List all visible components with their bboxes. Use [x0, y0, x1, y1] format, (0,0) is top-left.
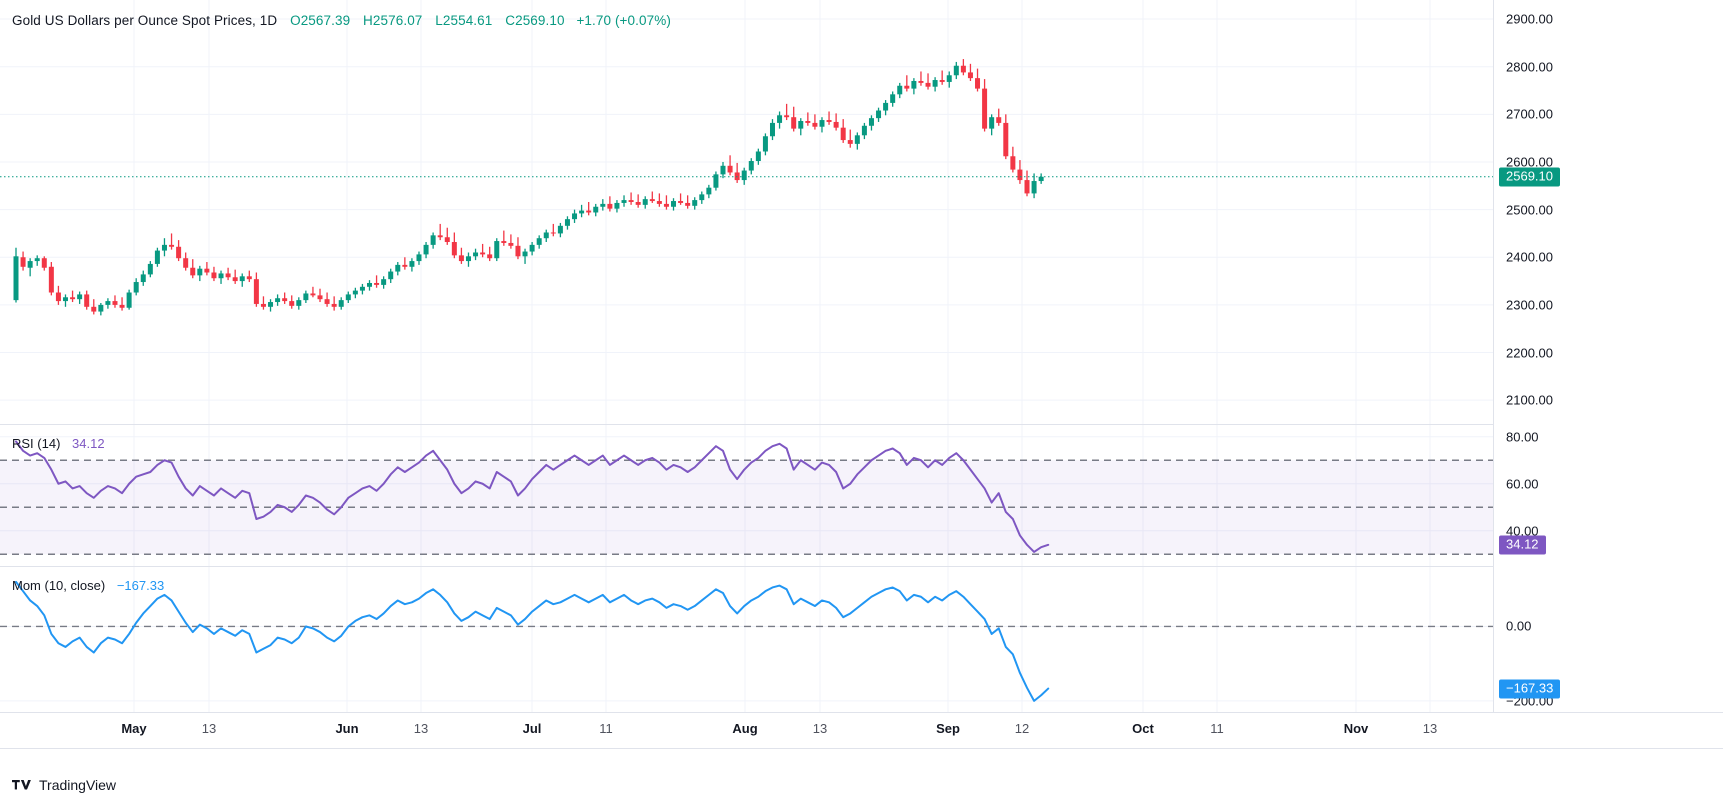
high-key: H: [363, 13, 373, 28]
momentum-indicator-title[interactable]: Mom (10, close) −167.33: [12, 578, 164, 593]
time-scale[interactable]: May 13 Jun 13 Jul 11 Aug 13 Sep 12 Oct 11 Nov 13: [0, 713, 1723, 748]
time-axis-label-12: 12: [1014, 721, 1030, 736]
momentum-current-value: −167.33: [116, 578, 165, 593]
time-axis-label-oct: Oct: [1132, 721, 1154, 736]
open-value: 2567.39: [300, 13, 351, 28]
symbol-title[interactable]: Gold US Dollars per Ounce Spot Prices, 1…: [12, 13, 278, 28]
time-axis-label-sep: Sep: [936, 721, 960, 736]
time-axis-label-13: 13: [413, 721, 429, 736]
time-axis-label-11: 11: [1210, 721, 1224, 736]
close-key: C: [505, 13, 516, 28]
price-scale[interactable]: 2900.00 2800.00 2700.00 2600.00 2500.00 2400.…: [1493, 0, 1723, 712]
chart-legend[interactable]: Gold US Dollars per Ounce Spot Prices, 1…: [12, 13, 671, 28]
price-axis-label-2500: 2500.00: [1506, 202, 1553, 218]
last-price-badge[interactable]: 2569.10: [1499, 167, 1560, 187]
rsi-indicator-title[interactable]: RSI (14) 34.12: [12, 436, 105, 451]
time-axis-label-13: 13: [201, 721, 217, 736]
pane-separator-1: [0, 424, 1723, 425]
price-axis-label-2800: 2800.00: [1506, 59, 1553, 75]
tradingview-wordmark: TradingView: [39, 777, 117, 793]
price-axis-label-2400: 2400.00: [1506, 249, 1553, 265]
pane-separator-2: [0, 566, 1723, 567]
momentum-pane[interactable]: [0, 567, 1493, 712]
price-axis-label-2100: 2100.00: [1506, 392, 1553, 408]
time-axis-label-aug: Aug: [732, 721, 758, 736]
rsi-value-badge[interactable]: 34.12: [1499, 535, 1546, 555]
price-axis-label-2600: 2600.00: [1506, 154, 1553, 170]
time-axis-label-jul: Jul: [522, 721, 542, 736]
low-key: L: [435, 13, 443, 28]
time-axis-label-may: May: [121, 721, 147, 736]
time-scale-separator: [0, 748, 1723, 749]
tradingview-logo-icon: [12, 780, 31, 790]
low-value: 2554.61: [442, 13, 493, 28]
close-value: 2569.10: [515, 13, 565, 28]
momentum-label: Mom (10, close): [12, 578, 106, 593]
rsi-axis-label-60: 60.00: [1506, 476, 1539, 492]
price-axis-label-2300: 2300.00: [1506, 297, 1553, 313]
price-axis-label-2900: 2900.00: [1506, 11, 1553, 27]
price-axis-label-2200: 2200.00: [1506, 345, 1553, 361]
momentum-axis-label-0: 0.00: [1506, 618, 1532, 634]
rsi-axis-label-80: 80.00: [1506, 429, 1539, 445]
open-key: O: [290, 13, 301, 28]
time-axis-label-11: 11: [599, 721, 613, 736]
rsi-axis-label-40: 40.00: [1506, 523, 1539, 539]
time-axis-label-13: 13: [812, 721, 828, 736]
price-axis-label-2700: 2700.00: [1506, 106, 1553, 122]
tradingview-brand[interactable]: TradingView: [12, 777, 116, 793]
rsi-label: RSI (14): [12, 436, 61, 451]
time-axis-label-jun: Jun: [335, 721, 359, 736]
time-axis-label-nov: Nov: [1343, 721, 1369, 736]
rsi-pane[interactable]: [0, 425, 1493, 566]
high-value: 2576.07: [372, 13, 423, 28]
change-value: +1.70 (+0.07%): [576, 13, 671, 28]
time-axis-label-13: 13: [1422, 721, 1438, 736]
price-pane[interactable]: [0, 0, 1493, 424]
pane-separator-3: [0, 712, 1723, 713]
rsi-current-value: 34.12: [72, 436, 105, 451]
momentum-value-badge[interactable]: −167.33: [1499, 679, 1561, 699]
